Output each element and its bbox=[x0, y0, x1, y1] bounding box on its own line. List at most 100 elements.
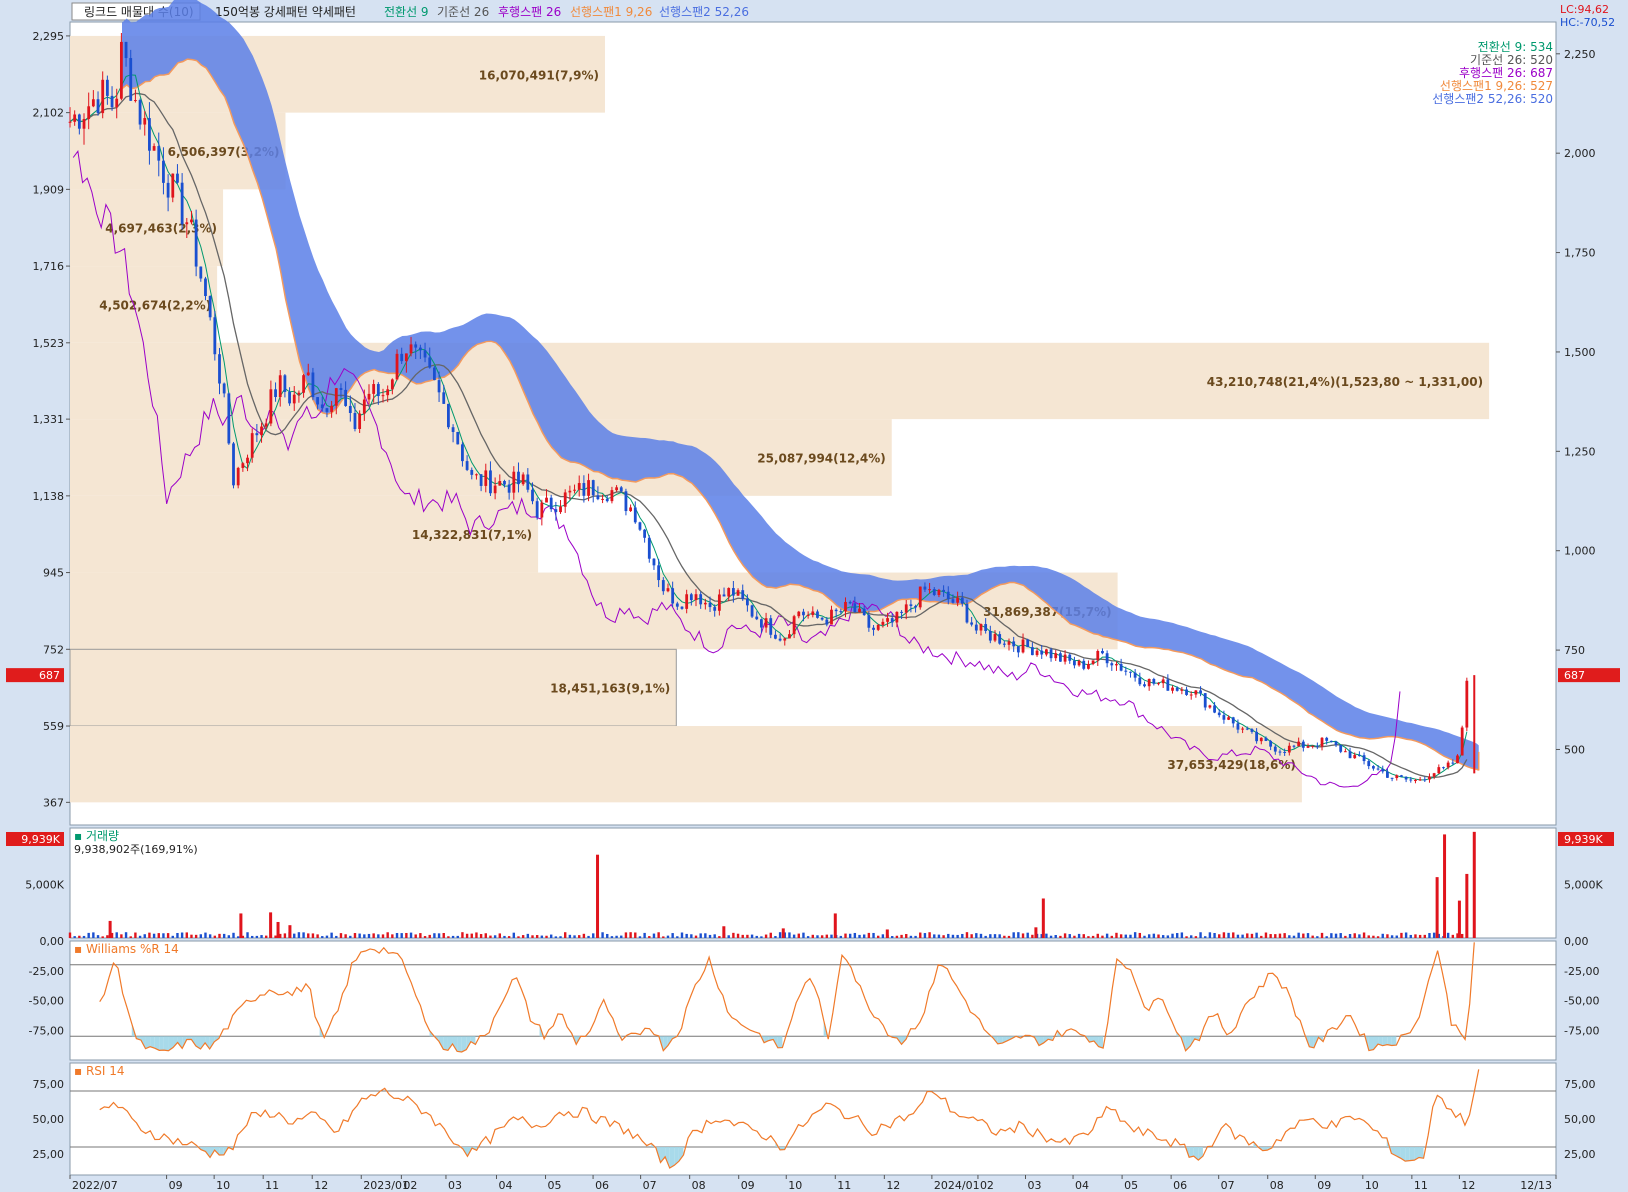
osc-oversold-fill bbox=[1400, 1147, 1406, 1162]
candle-body bbox=[428, 357, 432, 368]
candle-body bbox=[549, 497, 553, 510]
candle-body bbox=[820, 617, 824, 620]
header-item-leading-span2[interactable]: 선행스팬2 52,26 bbox=[659, 4, 749, 19]
x-tick-label: 03 bbox=[1027, 1179, 1041, 1192]
candle-body bbox=[1423, 779, 1427, 781]
volume-bar bbox=[101, 936, 104, 938]
current-price-marker-right bbox=[1558, 668, 1620, 683]
volume-bar bbox=[311, 933, 315, 938]
osc-right-tick: 50,00 bbox=[1564, 1113, 1596, 1126]
volume-bar bbox=[1348, 934, 1352, 938]
volume-spike bbox=[781, 928, 785, 938]
volume-bar bbox=[204, 932, 207, 938]
candle-body bbox=[101, 79, 105, 114]
candle-body bbox=[138, 100, 142, 125]
volume-bar bbox=[1199, 932, 1202, 938]
volume-bar bbox=[933, 934, 936, 938]
candle-body bbox=[881, 621, 885, 625]
volume-bar bbox=[1255, 932, 1258, 938]
candle-body bbox=[788, 634, 791, 639]
candle-body bbox=[493, 485, 497, 494]
header-item-pattern[interactable]: 150억봉 강세패턴 약세패턴 bbox=[215, 4, 356, 19]
osc-oversold-fill bbox=[168, 1036, 174, 1051]
volume-bar bbox=[975, 933, 978, 938]
volume-bar bbox=[1414, 934, 1417, 938]
osc-oversold-fill bbox=[1098, 1036, 1104, 1049]
candle-body bbox=[1030, 647, 1034, 656]
volume-bar bbox=[265, 935, 268, 938]
candle-body bbox=[306, 372, 310, 376]
osc-left-tick: 50,00 bbox=[33, 1113, 65, 1126]
candle-body bbox=[605, 498, 609, 502]
volume-bar bbox=[1147, 934, 1151, 938]
osc-oversold-fill bbox=[205, 1036, 210, 1049]
volume-bar bbox=[1250, 933, 1254, 938]
candle-body bbox=[942, 589, 946, 592]
header-item-conversion-line[interactable]: 전환선 9 bbox=[384, 5, 429, 19]
candle-body bbox=[853, 603, 857, 613]
volume-value-label: 9,938,902주(169,91%) bbox=[74, 843, 198, 856]
volume-bar bbox=[825, 934, 829, 938]
volume-bar bbox=[1400, 932, 1403, 938]
volume-profile-label: 4,697,463(2,3%) bbox=[105, 222, 217, 236]
volume-spike bbox=[596, 854, 600, 938]
volume-bar bbox=[222, 933, 226, 938]
candle-body bbox=[512, 471, 516, 493]
volume-bar bbox=[461, 932, 464, 938]
candle-body bbox=[404, 353, 408, 362]
volume-current-marker-left bbox=[6, 832, 64, 846]
candle-body bbox=[1138, 677, 1142, 685]
osc-oversold-fill bbox=[443, 1036, 448, 1051]
candle-body bbox=[554, 509, 558, 513]
volume-bar bbox=[797, 933, 800, 938]
candle-body bbox=[222, 383, 226, 394]
volume-bar bbox=[1246, 933, 1249, 938]
volume-bar bbox=[1222, 932, 1226, 938]
header-item-lagging-span[interactable]: 후행스팬 26 bbox=[498, 4, 561, 19]
volume-bar bbox=[73, 936, 76, 938]
volume-bar bbox=[680, 932, 684, 938]
candle-body bbox=[671, 588, 675, 604]
candle-body bbox=[619, 487, 623, 492]
candle-body bbox=[288, 391, 291, 404]
candle-body bbox=[152, 146, 156, 151]
candle-body bbox=[736, 590, 740, 596]
volume-bar bbox=[236, 936, 240, 938]
volume-bar bbox=[1241, 934, 1244, 938]
volume-bar bbox=[1091, 935, 1095, 938]
osc-oversold-fill bbox=[1414, 1147, 1419, 1161]
volume-bar bbox=[564, 932, 567, 938]
volume-spike bbox=[1465, 873, 1469, 938]
candle-body bbox=[1409, 779, 1413, 781]
volume-spike bbox=[833, 913, 837, 938]
volume-profile-box bbox=[70, 726, 1302, 803]
candle-body bbox=[115, 98, 119, 108]
x-tick-label: 06 bbox=[1173, 1179, 1187, 1192]
candle-body bbox=[1367, 761, 1371, 767]
x-tick-label: 10 bbox=[1365, 1179, 1379, 1192]
volume-bar bbox=[881, 934, 885, 938]
header-item-leading-span1[interactable]: 선행스팬1 9,26 bbox=[570, 4, 652, 19]
candle-body bbox=[119, 41, 123, 99]
volume-bar bbox=[1264, 932, 1268, 938]
osc-oversold-fill bbox=[1378, 1036, 1383, 1046]
candle-body bbox=[489, 470, 492, 494]
volume-bar bbox=[409, 932, 413, 938]
volume-bar bbox=[363, 934, 366, 938]
volume-bar bbox=[601, 932, 604, 938]
candle-body bbox=[484, 470, 488, 486]
candle-body bbox=[456, 431, 460, 445]
osc-oversold-fill bbox=[219, 1147, 224, 1155]
right-tick-label: 1,000 bbox=[1564, 545, 1596, 558]
volume-bar bbox=[330, 932, 333, 938]
candle-body bbox=[1404, 776, 1408, 780]
volume-spike bbox=[722, 926, 726, 938]
volume-bar bbox=[115, 932, 118, 938]
header-item-base-line[interactable]: 기준선 26 bbox=[437, 5, 489, 19]
candle-body bbox=[1063, 654, 1067, 662]
panel-wr bbox=[69, 940, 1557, 1061]
volume-bar bbox=[414, 934, 417, 938]
volume-bar bbox=[848, 933, 852, 938]
volume-bar bbox=[905, 934, 908, 938]
